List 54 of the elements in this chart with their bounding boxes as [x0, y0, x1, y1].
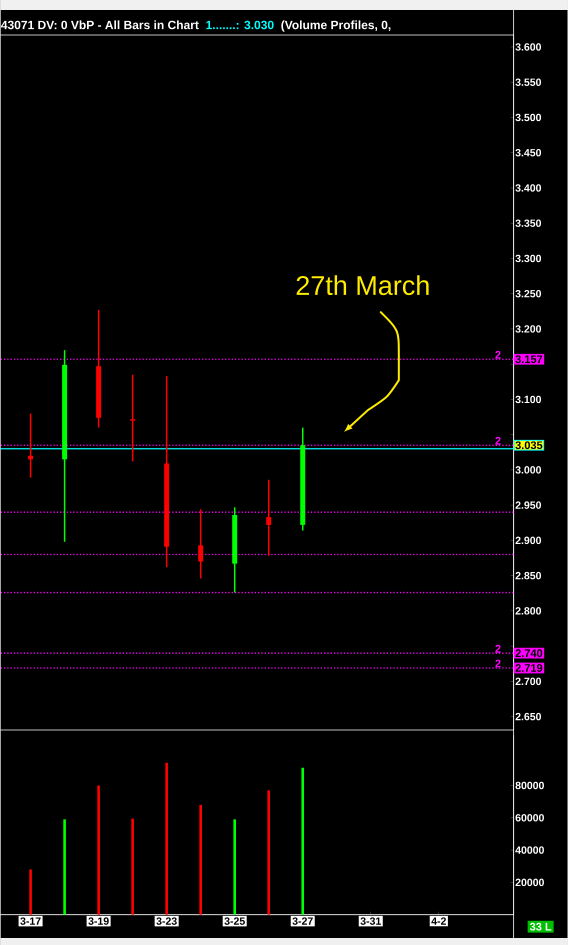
y-tick-label: 3.400: [516, 184, 542, 192]
x-tick-label: 3-25: [224, 917, 246, 925]
ref-line-label: 3.157: [516, 355, 542, 364]
y-tick-label: 3.500: [516, 114, 542, 122]
y-tick-label: 3.450: [516, 148, 542, 156]
ref-line-label: 2.719: [516, 664, 542, 672]
annotation: 2: [495, 660, 501, 668]
y-tick-label: 20000: [516, 878, 544, 886]
y-tick-label: 3.300: [516, 254, 542, 262]
bar: [200, 804, 202, 915]
x-tick-label: 4-2: [432, 917, 446, 925]
chart-subtitle: 1.......: 3.030: [206, 20, 274, 30]
y-tick-label: 3.250: [516, 290, 542, 298]
candlestick: [266, 479, 272, 557]
y-tick-label: 3.350: [516, 219, 542, 227]
y-tick-label: 2.800: [516, 607, 542, 615]
y-tick-label: 3.100: [516, 396, 542, 404]
ref-line-label: 3.035: [516, 441, 543, 450]
y-tick-label: 2.700: [516, 678, 542, 686]
ref-line-label: 2.740: [516, 649, 542, 658]
y-tick-label: 3.550: [516, 78, 542, 86]
y-tick-label: 3.600: [516, 43, 542, 51]
y-tick-label: 2.950: [516, 501, 542, 509]
annotation: 27th March: [296, 275, 429, 296]
y-tick-label: 80000: [516, 782, 544, 790]
bar: [166, 762, 168, 915]
y-tick-label: 2.900: [516, 536, 542, 544]
bar: [97, 785, 100, 915]
text: (Volume Profiles, 0,: [282, 20, 391, 32]
candlestick: [28, 412, 34, 478]
chart-title: 43071 DV: 0 VbP - All Bars in Chart: [1, 20, 199, 30]
bar: [302, 768, 304, 915]
candlestick: [198, 508, 204, 580]
x-tick-label: 3-27: [292, 917, 313, 925]
bar: [63, 819, 66, 915]
bar: [132, 818, 134, 915]
y-tick-label: 40000: [516, 846, 544, 854]
annotation: 2: [495, 644, 501, 652]
y-tick-label: 3.000: [516, 466, 542, 474]
annotation: 2: [495, 436, 501, 445]
y-tick-label: 60000: [516, 814, 544, 822]
bar: [268, 790, 270, 915]
candlestick: [130, 374, 136, 462]
bar: [234, 819, 236, 915]
x-tick-label: 3-23: [156, 917, 177, 925]
y-tick-label: 2.650: [516, 712, 542, 720]
bar: [29, 869, 32, 915]
text: 33 L: [530, 922, 552, 931]
x-tick-label: 3-17: [20, 917, 41, 925]
x-tick-label: 3-31: [360, 917, 382, 925]
y-tick-label: 3.200: [516, 325, 542, 333]
y-tick-label: 2.850: [516, 572, 542, 580]
x-tick-label: 3-19: [88, 917, 109, 925]
annotation: 2: [495, 350, 501, 359]
